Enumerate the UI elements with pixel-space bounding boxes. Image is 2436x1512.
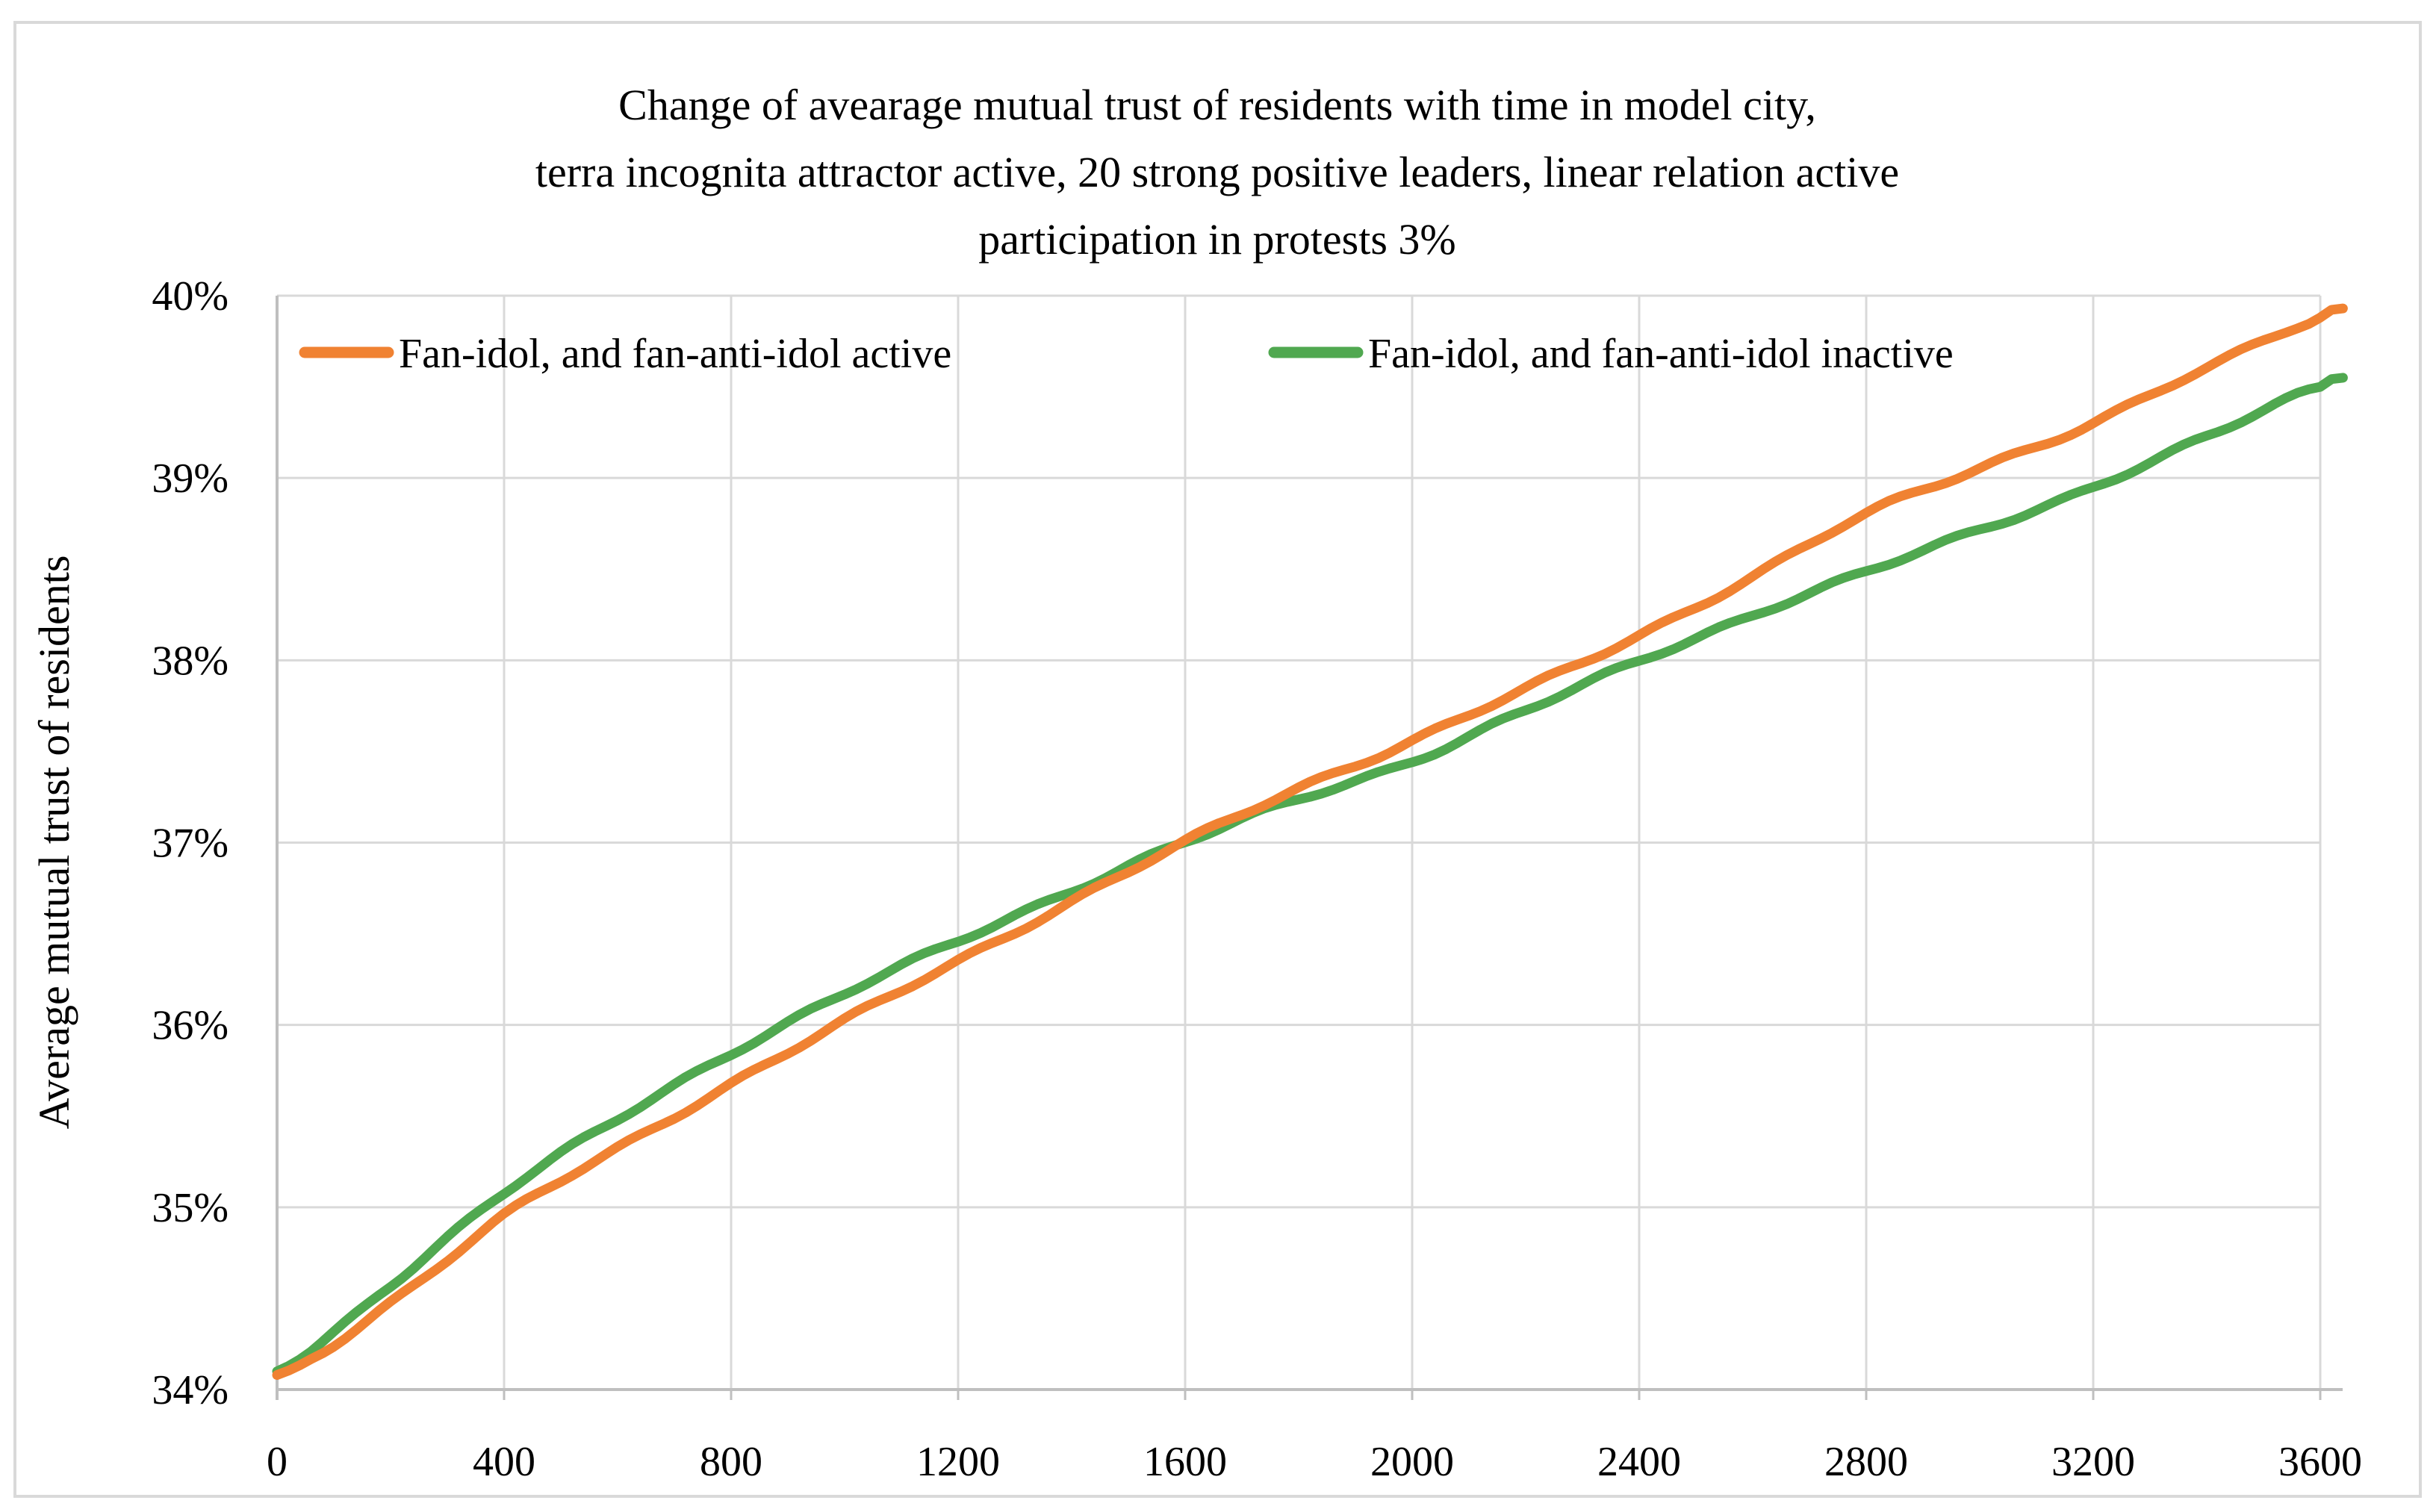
legend-item-inactive: Fan-idol, and fan-anti-idol inactive xyxy=(1268,331,1954,377)
y-tick-label: 35% xyxy=(152,1185,229,1231)
legend-label-active: Fan-idol, and fan-anti-idol active xyxy=(399,331,951,377)
x-tick-label: 2400 xyxy=(1597,1439,1681,1485)
tick-labels: 34% 35% 36% 37% 38% 39% 40% 0 400 800 1200 1600 2000… xyxy=(152,273,2362,1485)
series-line-inactive xyxy=(272,373,2348,1377)
x-tick-label: 1600 xyxy=(1143,1439,1227,1485)
x-tick-label: 2800 xyxy=(1824,1439,1908,1485)
gridlines xyxy=(277,294,2322,1390)
y-tick-label: 39% xyxy=(152,455,229,502)
figure-border xyxy=(13,21,2422,1498)
y-tick-label: 38% xyxy=(152,638,229,684)
series-line-active xyxy=(272,303,2348,1380)
y-tick-label: 40% xyxy=(152,273,229,320)
chart-title-line-1: Change of avearage mutual trust of resid… xyxy=(618,81,1816,129)
x-tick-label: 2000 xyxy=(1370,1439,1454,1485)
y-tick-label: 36% xyxy=(152,1003,229,1049)
axes xyxy=(276,296,2343,1400)
x-tick-label: 0 xyxy=(267,1439,288,1485)
x-tick-label: 400 xyxy=(473,1439,535,1485)
chart-title: Change of avearage mutual trust of resid… xyxy=(535,81,1899,264)
legend-item-active: Fan-idol, and fan-anti-idol active xyxy=(299,331,951,377)
chart-title-line-3: participation in protests 3% xyxy=(978,215,1455,264)
x-tick-label: 1200 xyxy=(916,1439,1000,1485)
legend: Fan-idol, and fan-anti-idol active Fan-i… xyxy=(299,331,1954,377)
x-tick-label: 3200 xyxy=(2051,1439,2135,1485)
x-tick-label: 3600 xyxy=(2278,1439,2362,1485)
chart-title-line-2: terra incognita attractor active, 20 str… xyxy=(535,148,1899,196)
y-axis-title: Average mutual trust of residents xyxy=(30,556,78,1130)
y-tick-label: 37% xyxy=(152,821,229,867)
x-tick-label: 800 xyxy=(700,1439,762,1485)
series-lines xyxy=(272,303,2348,1380)
y-tick-label: 34% xyxy=(152,1367,229,1413)
legend-label-inactive: Fan-idol, and fan-anti-idol inactive xyxy=(1368,331,1954,377)
